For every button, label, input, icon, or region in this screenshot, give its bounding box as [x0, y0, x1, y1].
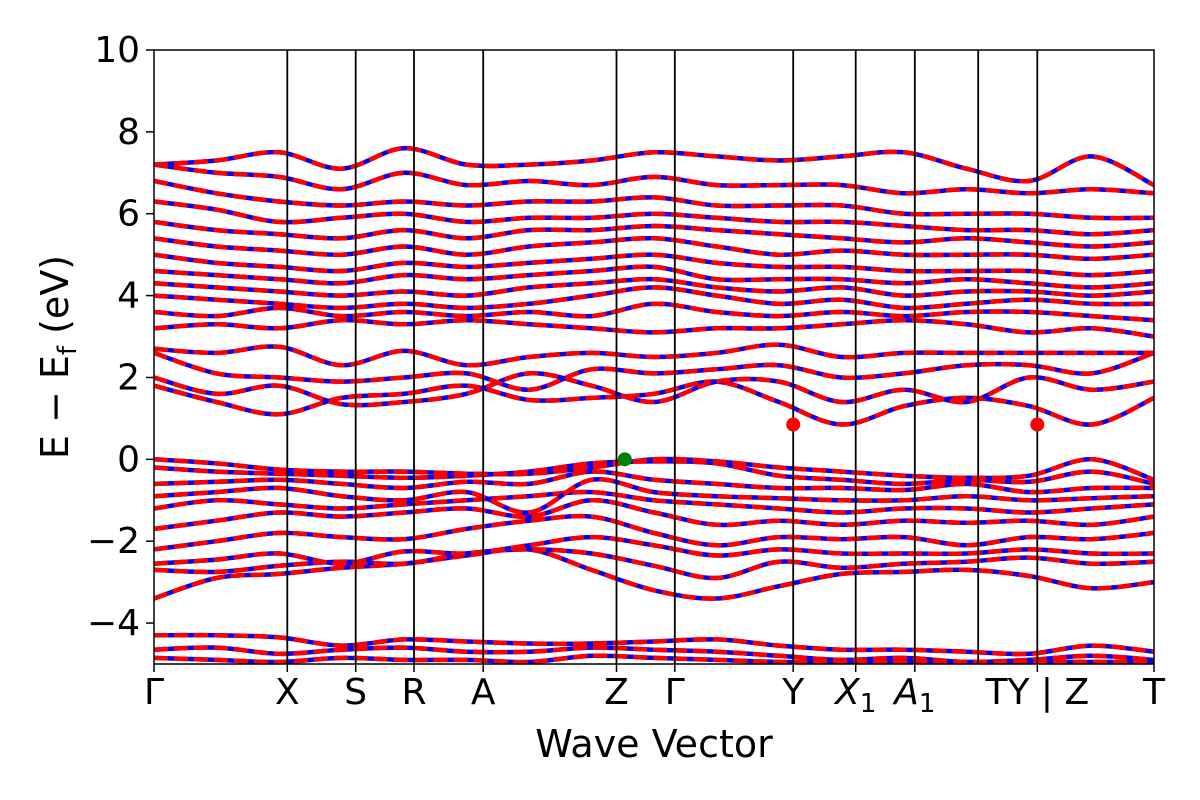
kpoint-label-9: A1	[892, 672, 935, 719]
band-18-spin-down	[154, 301, 1154, 323]
band-6-spin-down	[154, 513, 1154, 552]
y-axis-title-unit: (eV)	[33, 255, 77, 346]
kpoint-label-0: Γ	[144, 672, 164, 713]
band-20-spin-down	[154, 276, 1154, 298]
kpoint-label-8-main: X	[833, 672, 861, 713]
band-15-spin-down	[154, 350, 1154, 392]
band-21-spin-down	[154, 264, 1154, 290]
y-tick-label-2: 6	[117, 194, 140, 235]
kpoint-label-3: R	[401, 672, 426, 713]
vbm-marker-0	[617, 452, 632, 467]
kpoint-label-2: S	[344, 672, 367, 713]
kpoint-label-8-subscript: 1	[860, 689, 877, 719]
band-0-spin-down	[154, 632, 1154, 657]
band-2-spin-down	[154, 653, 1154, 664]
kpoint-label-8: X1	[833, 672, 876, 719]
kpoint-label-10: TY | Z	[984, 672, 1089, 713]
y-tick-label-6: −2	[87, 521, 140, 562]
plot-frame	[153, 49, 1155, 665]
cbm-marker-2	[1030, 417, 1045, 432]
band-13-spin-down	[154, 379, 1154, 427]
band-16-spin-down	[154, 342, 1154, 368]
y-tick-label-4: 2	[117, 357, 140, 398]
kpoint-label-4: A	[471, 672, 496, 713]
extrema-markers-layer	[617, 417, 1045, 467]
y-axis-title-main: E − E	[33, 355, 77, 459]
y-tick-label-3: 4	[117, 276, 140, 317]
cbm-marker-1	[786, 417, 801, 432]
band-27-spin-down	[154, 162, 1154, 196]
kpoint-label-7: Y	[781, 672, 805, 713]
kpoint-label-5: Z	[604, 672, 629, 713]
kpoint-label-9-main: A	[892, 672, 919, 713]
band-9-spin-down	[154, 476, 1154, 515]
kpoint-label-6: Γ	[665, 672, 685, 713]
band-22-spin-down	[154, 252, 1154, 278]
x-axis-title: Wave Vector	[535, 722, 773, 766]
kpoint-lines-layer	[286, 50, 1039, 664]
band-23-spin-down	[154, 235, 1154, 262]
y-axis-title: E − Ef (eV)	[33, 255, 83, 459]
band-7-spin-down	[154, 498, 1154, 532]
kpoint-label-11: T	[1142, 672, 1166, 713]
band-24-spin-down	[154, 219, 1154, 249]
band-3-spin-down	[154, 546, 1154, 601]
band-12-spin-down	[154, 456, 1154, 482]
y-tick-label-0: 10	[94, 30, 140, 71]
band-26-spin-down	[154, 178, 1154, 221]
band-8-spin-down	[154, 489, 1154, 515]
band-19-spin-down	[154, 285, 1154, 311]
band-17-spin-down	[154, 317, 1154, 339]
y-axis-title-subscript: f	[53, 345, 83, 355]
y-axis-ticks: 10 8 6 4 2 0 −2 −4	[87, 30, 154, 644]
y-tick-label-1: 8	[117, 112, 140, 153]
y-tick-label-5: 0	[117, 439, 140, 480]
band-25-spin-down	[154, 199, 1154, 237]
bands-layer	[154, 145, 1154, 664]
band-28-spin-down	[154, 145, 1154, 188]
kpoint-label-1: X	[275, 672, 300, 713]
y-tick-label-7: −4	[87, 603, 140, 644]
band-14-spin-down	[154, 371, 1154, 408]
band-10-spin-down	[154, 469, 1154, 495]
kpoint-label-9-subscript: 1	[919, 689, 936, 719]
band-5-spin-down	[154, 534, 1154, 566]
